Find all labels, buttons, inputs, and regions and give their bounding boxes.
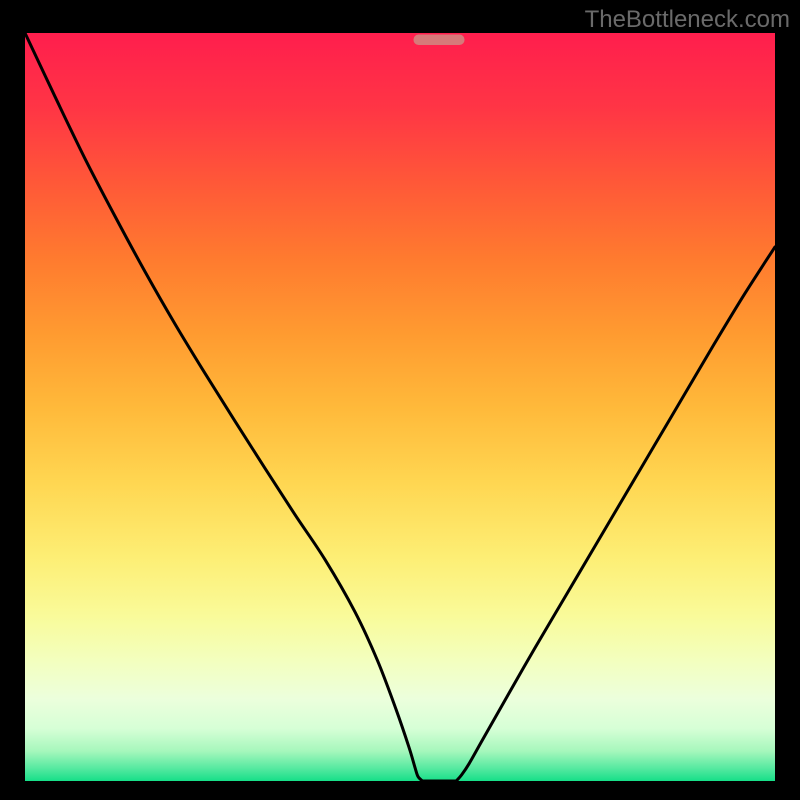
minimum-marker bbox=[414, 35, 465, 45]
bottleneck-chart bbox=[0, 0, 800, 800]
plot-background bbox=[25, 33, 775, 781]
watermark-text: TheBottleneck.com bbox=[585, 6, 790, 34]
